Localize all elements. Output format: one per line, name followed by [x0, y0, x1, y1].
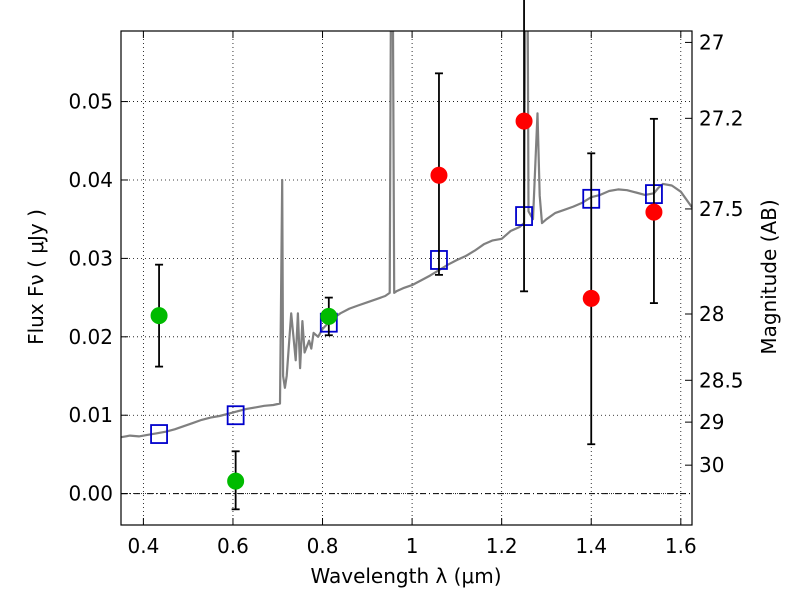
y-axis-title: Flux Fν ( μJy )	[24, 209, 48, 345]
y-tick-label: 0.05	[68, 90, 113, 114]
y2-tick-label: 27.5	[699, 197, 744, 221]
detection-point	[227, 472, 245, 490]
y-tick-label: 0.00	[68, 482, 113, 506]
y2-tick-label: 28.5	[699, 368, 744, 392]
y2-tick-label: 27.2	[699, 106, 744, 130]
model-spectrum	[121, 31, 692, 439]
y-tick-label: 0.02	[68, 325, 113, 349]
spectrum-line	[121, 31, 692, 439]
detection-point	[515, 112, 533, 130]
x-tick-label: 0.8	[307, 534, 339, 558]
y2-tick-label: 28	[699, 302, 724, 326]
axis-ticks: 0.4 0.6 0.8 1 1.2 1.4 1.6 0.00 0.01 0.02 0.03 0.04 0…	[68, 30, 743, 558]
x-tick-label: 1.2	[486, 534, 518, 558]
x-tick-label: 1.6	[665, 534, 697, 558]
detection-point	[150, 307, 168, 325]
x-tick-label: 1	[406, 534, 419, 558]
grid-lines	[121, 31, 692, 525]
y-tick-label: 0.03	[68, 246, 113, 270]
detection-point	[320, 307, 338, 325]
y2-tick-label: 29	[699, 410, 724, 434]
y2-tick-label: 27	[699, 30, 724, 54]
y-tick-label: 0.01	[68, 403, 113, 427]
detection-point	[645, 203, 663, 221]
model-photometry-square	[226, 405, 245, 426]
model-photometry-square	[150, 424, 168, 444]
x-tick-label: 1.4	[575, 534, 607, 558]
data-markers	[150, 0, 663, 511]
x-tick-label: 0.6	[217, 534, 249, 558]
y2-tick-label: 30	[699, 453, 724, 477]
x-axis-title: Wavelength λ (μm)	[310, 564, 501, 588]
x-tick-label: 0.4	[127, 534, 159, 558]
y2-axis-title: Magnitude (AB)	[757, 199, 781, 354]
y-tick-label: 0.04	[68, 168, 113, 192]
detection-point	[582, 289, 600, 307]
plot-frame	[120, 30, 693, 526]
detection-point	[430, 166, 448, 184]
